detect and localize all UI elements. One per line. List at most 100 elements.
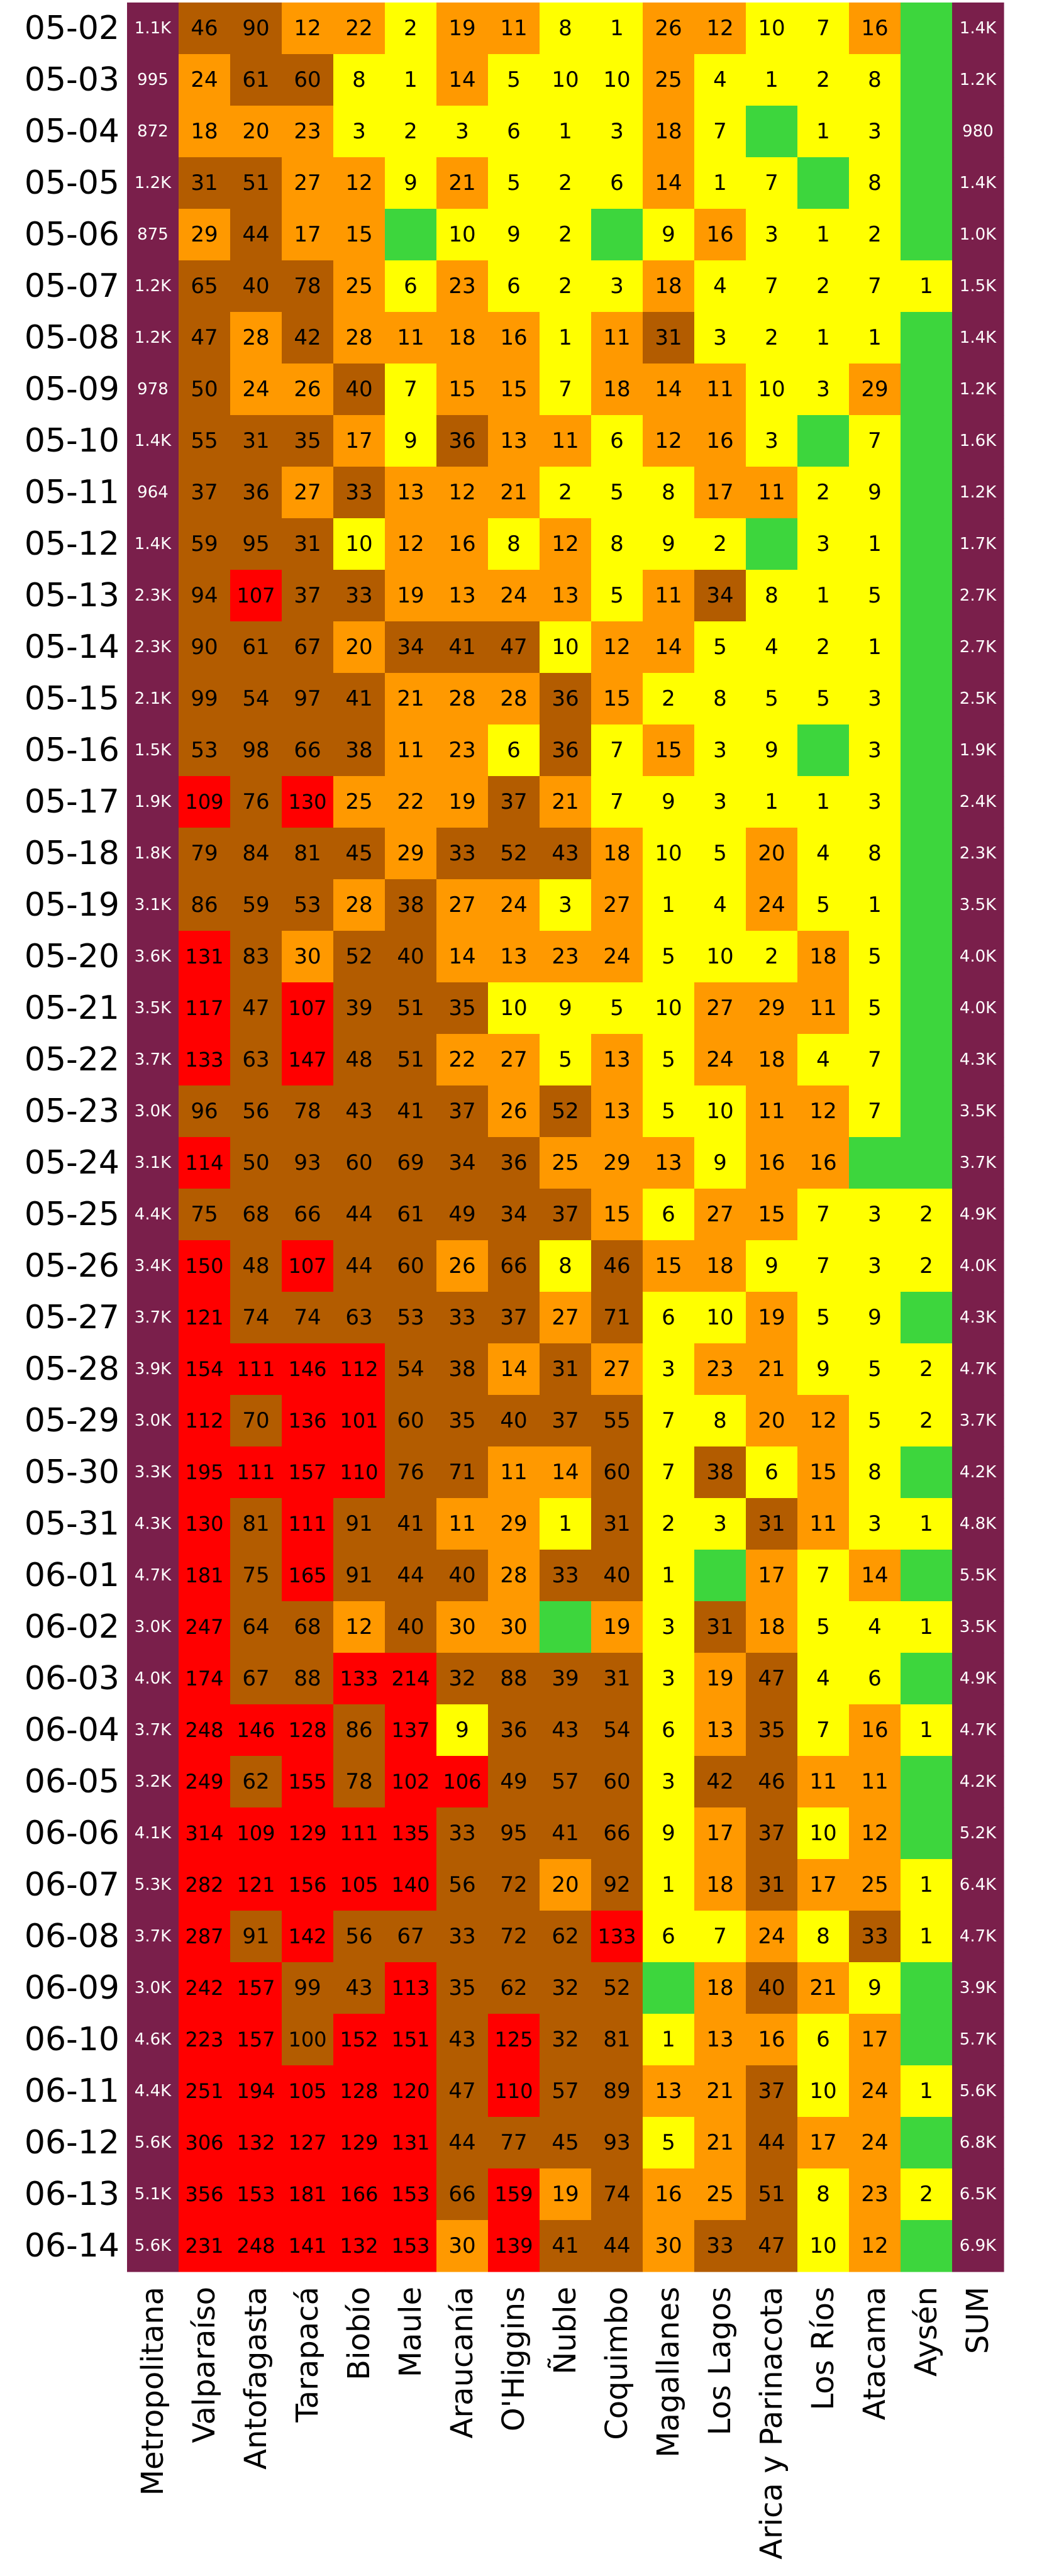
cell-value-label: 314 [185,1821,223,1845]
heatmap-cell [694,1034,746,1086]
heatmap-cell [591,1292,643,1344]
cell-value-label: 2 [662,1511,675,1536]
heatmap-cell [901,364,953,416]
cell-value-label: 17 [809,1872,836,1897]
heatmap-cell [230,673,282,725]
cell-value-label: 33 [448,1305,475,1330]
cell-value-label: 8 [868,1460,882,1485]
cell-value-label: 41 [397,1511,424,1536]
row-tick-label: 06-02 [25,1608,119,1646]
heatmap-cell [385,364,437,416]
heatmap-cell [385,1085,437,1138]
cell-value-label: 33 [552,1563,579,1588]
heatmap-cell [333,1034,385,1086]
cell-value-label: 12 [809,1099,836,1124]
heatmap-cell [901,106,953,158]
heatmap-cell [333,1653,385,1705]
heatmap-cell [127,570,179,622]
heatmap-cell [540,1395,592,1447]
cell-value-label: 106 [443,1770,481,1794]
heatmap-cell [643,2168,695,2221]
cell-value-label: 131 [185,945,223,969]
heatmap-cell [694,879,746,931]
cell-value-label: 24 [500,892,527,918]
heatmap-cell [179,1137,231,1189]
heatmap-cell [436,3,489,55]
heatmap-cell [643,157,695,209]
cell-value-label: 22 [397,789,424,814]
cell-value-label: 875 [137,225,169,244]
heatmap-cell [333,2168,385,2221]
cell-value-label: 41 [552,2233,579,2258]
heatmap-cell [333,157,385,209]
heatmap-cell [591,209,643,261]
row-tick-label: 05-24 [25,1144,119,1182]
cell-value-label: 90 [242,16,269,41]
column-tick-label: Los Ríos [806,2287,841,2411]
cell-value-label: 25 [706,2182,733,2207]
heatmap-cell [127,2168,179,2221]
heatmap-cell [282,724,334,777]
heatmap-cell [694,2168,746,2221]
heatmap-cell [333,106,385,158]
heatmap-cell [746,828,798,880]
heatmap-cell [901,54,953,106]
cell-value-label: 23 [552,944,579,969]
cell-value-label: 91 [242,1924,269,1949]
cell-value-label: 60 [397,1408,424,1433]
cell-value-label: 1.4K [135,535,172,553]
heatmap-cell [230,724,282,777]
heatmap-cell [694,1962,746,2014]
heatmap-cell [540,260,592,313]
heatmap-cell [901,415,953,467]
cell-value-label: 74 [242,1305,269,1330]
cell-value-label: 3 [765,428,779,453]
cell-value-label: 34 [500,1202,527,1227]
heatmap-cell [179,1498,231,1550]
heatmap-cell [540,467,592,519]
heatmap-cell [540,931,592,983]
heatmap-cell [591,570,643,622]
heatmap-cell [952,1550,1004,1602]
heatmap-cell [643,467,695,519]
heatmap-cell [746,1911,798,1963]
heatmap-cell [746,1395,798,1447]
cell-value-label: 28 [345,892,372,918]
cell-value-label: 99 [294,1975,321,2001]
heatmap-cell [591,54,643,106]
heatmap-cell [591,260,643,313]
cell-value-label: 5 [662,944,675,969]
heatmap-cell [797,1498,850,1550]
cell-value-label: 50 [242,1150,269,1175]
heatmap-cell [179,364,231,416]
heatmap-cell [282,828,334,880]
cell-value-label: 128 [340,2079,378,2103]
heatmap-cell [952,415,1004,467]
cell-value-label: 107 [236,584,275,608]
cell-value-label: 166 [340,2182,378,2206]
heatmap-cell [333,1859,385,1911]
heatmap-cell [746,2220,798,2272]
cell-value-label: 130 [288,790,326,814]
cell-value-label: 64 [242,1614,269,1640]
cell-value-label: 54 [603,1718,630,1743]
cell-value-label: 55 [603,1408,630,1433]
heatmap-cell [179,3,231,55]
cell-value-label: 153 [391,2234,430,2258]
heatmap-cell [849,1446,901,1499]
heatmap-cell [797,2117,850,2169]
heatmap-cell [746,1653,798,1705]
heatmap-cell [591,879,643,931]
cell-value-label: 6 [765,1460,779,1485]
cell-value-label: 37 [758,1821,785,1846]
cell-value-label: 77 [500,2130,527,2155]
cell-value-label: 111 [236,1357,275,1381]
cell-value-label: 6 [610,428,624,453]
row-tick-label: 06-01 [25,1557,119,1594]
heatmap-cell [797,1034,850,1086]
heatmap-cell [436,621,489,674]
heatmap-cell [179,1343,231,1396]
heatmap-cell [591,621,643,674]
cell-value-label: 33 [448,1821,475,1846]
heatmap-cell [488,1292,540,1344]
